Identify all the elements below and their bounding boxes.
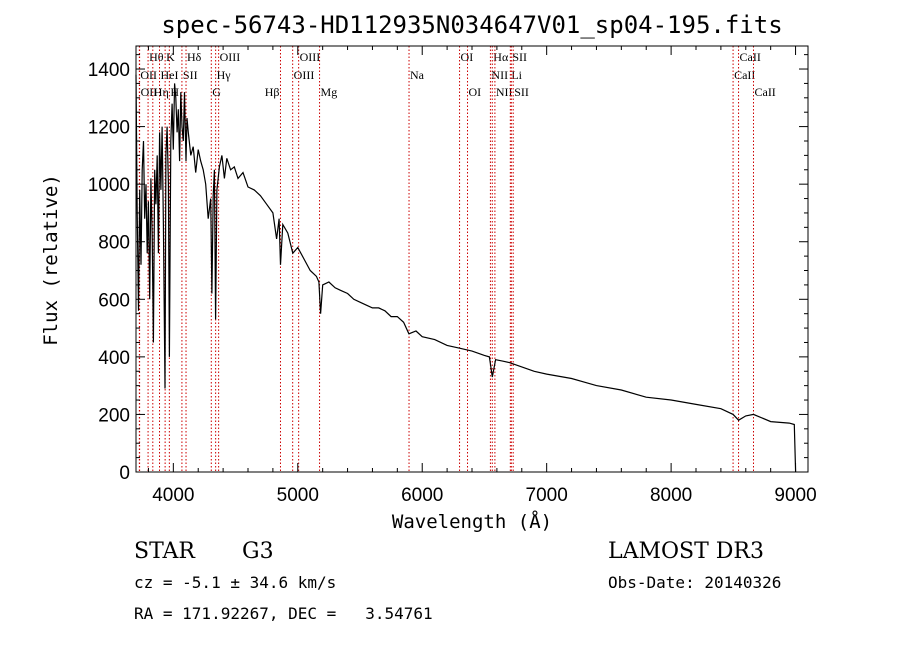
object-class: STAR — [134, 539, 196, 564]
line-marker-label: NII — [491, 68, 508, 82]
x-tick-label: 7000 — [526, 485, 568, 506]
object-subclass: G3 — [242, 539, 274, 564]
line-marker-label: OIII — [220, 50, 241, 64]
line-marker-label: Hα — [493, 50, 509, 64]
y-tick-label: 0 — [119, 463, 130, 484]
line-marker-label: OII — [140, 68, 157, 82]
line-marker-label: SII — [183, 68, 198, 82]
line-marker-label: Mg — [321, 85, 338, 99]
y-tick-label: 1200 — [88, 118, 130, 139]
line-marker-label: Li — [511, 68, 522, 82]
line-marker-label: NII — [496, 85, 513, 99]
line-marker-label: SII — [514, 85, 529, 99]
obs-date: Obs-Date: 20140326 — [608, 573, 781, 592]
line-marker-label: Hθ — [149, 50, 164, 64]
line-marker-label: Hη — [154, 85, 169, 99]
line-marker-label: G — [212, 85, 221, 99]
y-axis-label: Flux (relative) — [40, 174, 62, 346]
survey-name: LAMOST DR3 — [608, 539, 764, 564]
x-tick-label: 6000 — [401, 485, 443, 506]
x-tick-label: 5000 — [277, 485, 319, 506]
line-marker-label: OI — [461, 50, 474, 64]
x-tick-label: 8000 — [650, 485, 692, 506]
y-tick-label: 200 — [98, 405, 130, 426]
line-marker-label: K — [166, 50, 175, 64]
line-marker-label: Hδ — [187, 50, 202, 64]
redshift-cz: cz = -5.1 ± 34.6 km/s — [134, 573, 336, 592]
line-marker-label: SII — [512, 50, 527, 64]
axis-ticks: 4000 5000 6000 7000 8000 9000 0 200 400 600 800 100… — [88, 46, 817, 506]
y-tick-label: 800 — [98, 233, 130, 254]
spectrum-line — [135, 74, 797, 473]
plot-frame — [135, 45, 809, 473]
y-tick-label: 600 — [98, 290, 130, 311]
chart-title: spec-56743-HD112935N034647V01_sp04-195.f… — [161, 11, 782, 39]
line-marker-label: CaII — [734, 68, 755, 82]
line-marker-label: Hγ — [217, 68, 232, 82]
line-marker-label: CaII — [754, 85, 775, 99]
line-marker-label: OIII — [300, 50, 321, 64]
x-axis-label: Wavelength (Å) — [392, 510, 552, 533]
ra-dec: RA = 171.92267, DEC = 3.54761 — [134, 604, 433, 623]
x-tick-label: 9000 — [774, 485, 816, 506]
x-tick-label: 4000 — [152, 485, 194, 506]
line-marker-label: Hβ — [265, 85, 280, 99]
y-tick-label: 1000 — [88, 175, 130, 196]
line-marker-label: Na — [410, 68, 425, 82]
y-tick-label: 400 — [98, 348, 130, 369]
line-marker-label: OI — [469, 85, 482, 99]
line-marker-label: CaII — [740, 50, 761, 64]
y-tick-label: 1400 — [88, 60, 130, 81]
line-marker-label: OIII — [294, 68, 315, 82]
